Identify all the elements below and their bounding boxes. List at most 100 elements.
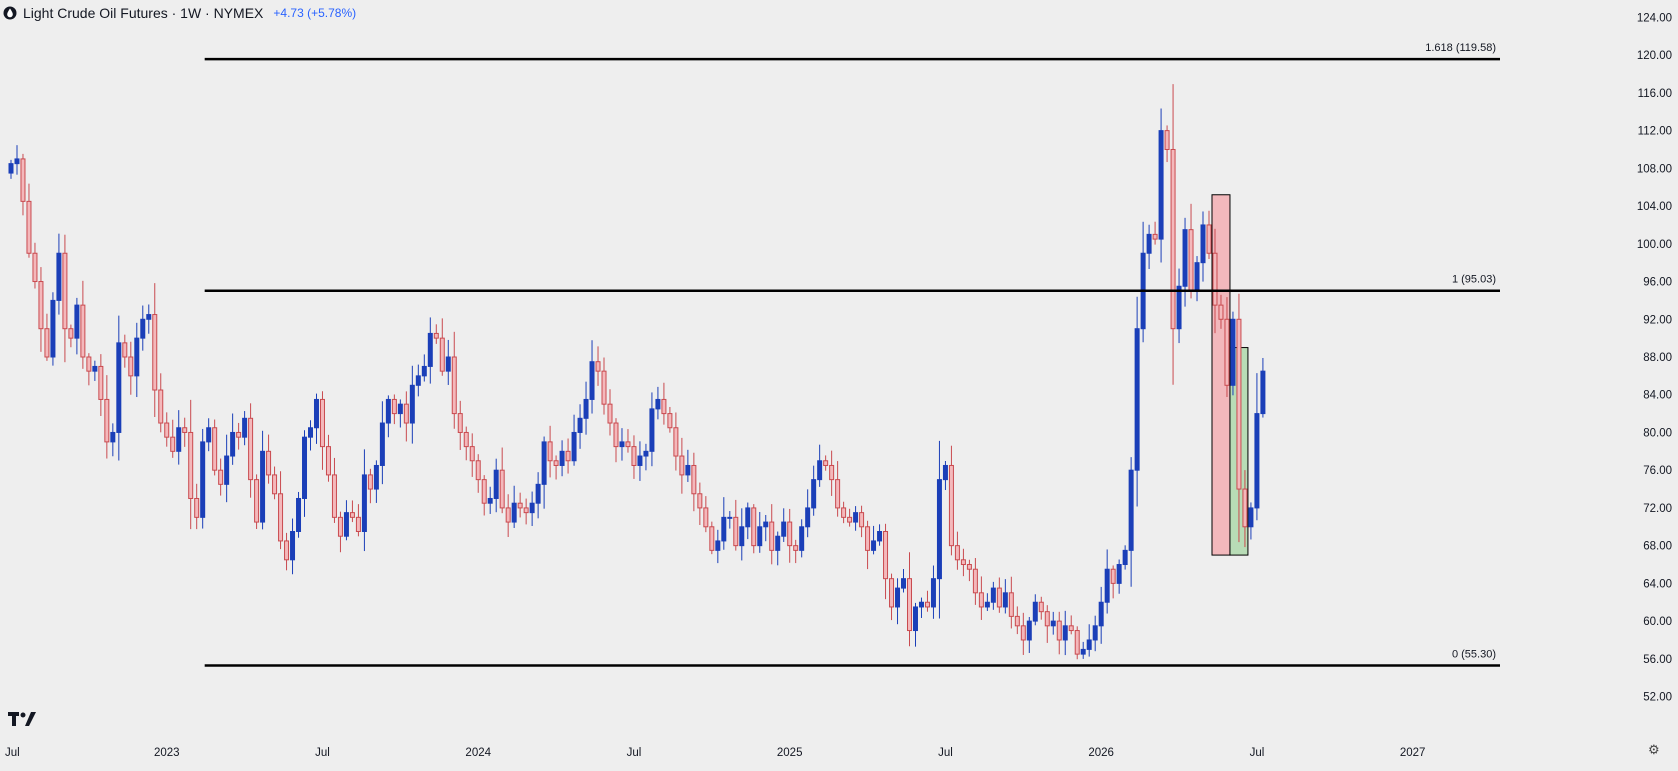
candle	[487, 486, 493, 514]
candle	[763, 514, 769, 542]
candle	[715, 529, 721, 564]
candle	[948, 445, 954, 556]
candle	[721, 497, 727, 550]
candle	[942, 461, 948, 491]
fib-levels: 1.618 (119.58) 1 (95.03) 0 (55.30)	[204, 42, 1500, 667]
candle	[230, 413, 236, 465]
candle	[691, 452, 697, 512]
candle	[421, 354, 427, 382]
candle	[1152, 221, 1158, 245]
fib-level-label: 1 (95.03)	[1452, 274, 1496, 286]
candle	[823, 455, 829, 471]
candle	[1050, 611, 1056, 635]
candle	[1206, 210, 1212, 260]
candle	[463, 426, 469, 461]
y-tick-label: 96.00	[1643, 277, 1672, 289]
candle	[224, 434, 230, 503]
candle	[960, 548, 966, 577]
y-tick-label: 76.00	[1643, 465, 1672, 477]
candle	[254, 474, 260, 529]
candle	[847, 508, 853, 527]
candle	[1104, 549, 1110, 614]
candle	[68, 324, 74, 348]
y-tick-label: 116.00	[1638, 88, 1672, 100]
candle	[56, 233, 62, 315]
candle	[535, 472, 541, 519]
candle	[984, 593, 990, 611]
candle	[1062, 610, 1068, 656]
y-tick-label: 68.00	[1643, 541, 1672, 553]
candle	[655, 386, 661, 420]
candle	[1224, 297, 1230, 398]
x-tick-label: Jul	[315, 747, 330, 759]
candle	[817, 444, 823, 487]
candle	[385, 395, 391, 438]
candle	[206, 418, 212, 452]
candle	[451, 331, 457, 429]
candle	[1212, 228, 1218, 334]
candle	[619, 428, 625, 461]
candle	[1158, 108, 1164, 263]
candle	[439, 318, 445, 376]
candle	[727, 511, 733, 529]
candle	[242, 411, 248, 446]
candle	[1248, 502, 1254, 540]
time-axis[interactable]: Jul 2023 Jul 2024 Jul 2025 Jul 2026 Jul 2027	[5, 747, 1425, 759]
y-tick-label: 80.00	[1643, 427, 1672, 439]
y-tick-label: 84.00	[1643, 390, 1672, 402]
candle	[80, 280, 86, 369]
candle	[978, 576, 984, 620]
candle	[415, 364, 421, 397]
candle	[260, 430, 266, 530]
candle	[990, 581, 996, 610]
candle	[278, 471, 284, 550]
candle	[757, 511, 763, 553]
candle	[709, 521, 715, 555]
candle	[505, 494, 511, 537]
y-tick-label: 64.00	[1643, 578, 1672, 590]
candle	[1068, 615, 1074, 635]
candle	[158, 373, 164, 433]
candle	[302, 430, 308, 517]
candle	[397, 399, 403, 428]
candle	[547, 425, 553, 478]
gear-icon[interactable]: ⚙	[1648, 742, 1660, 757]
candle	[469, 433, 475, 477]
candle	[1188, 203, 1194, 299]
candle	[793, 539, 799, 564]
candle	[889, 573, 895, 621]
candle	[373, 460, 379, 503]
candle	[1128, 457, 1134, 587]
candle	[128, 341, 134, 395]
candle	[116, 315, 122, 461]
candle	[475, 454, 481, 493]
candle	[667, 406, 673, 433]
candle	[805, 489, 811, 538]
candle	[907, 552, 912, 647]
x-tick-label: Jul	[627, 747, 642, 759]
price-axis[interactable]: 52.00 56.00 60.00 64.00 68.00 72.00 76.00 80.00…	[1637, 12, 1672, 703]
candle	[877, 524, 883, 546]
candle	[194, 483, 200, 530]
candle	[930, 565, 936, 619]
candle	[284, 532, 290, 571]
symbol-title[interactable]: Light Crude Oil Futures · 1W · NYMEX	[23, 5, 264, 21]
tradingview-logo-icon[interactable]	[8, 712, 36, 733]
candle	[182, 417, 188, 447]
candle	[32, 242, 38, 289]
candle	[577, 404, 583, 449]
x-tick-label: 2023	[154, 747, 180, 759]
y-tick-label: 88.00	[1643, 352, 1672, 364]
candle	[685, 449, 691, 482]
candle	[266, 434, 272, 484]
candle	[1086, 624, 1092, 657]
candle	[1236, 293, 1242, 543]
candle	[308, 420, 313, 451]
candle	[218, 458, 224, 496]
candle	[936, 440, 942, 619]
candle	[625, 429, 631, 453]
candle	[775, 531, 781, 566]
candle	[781, 508, 787, 542]
